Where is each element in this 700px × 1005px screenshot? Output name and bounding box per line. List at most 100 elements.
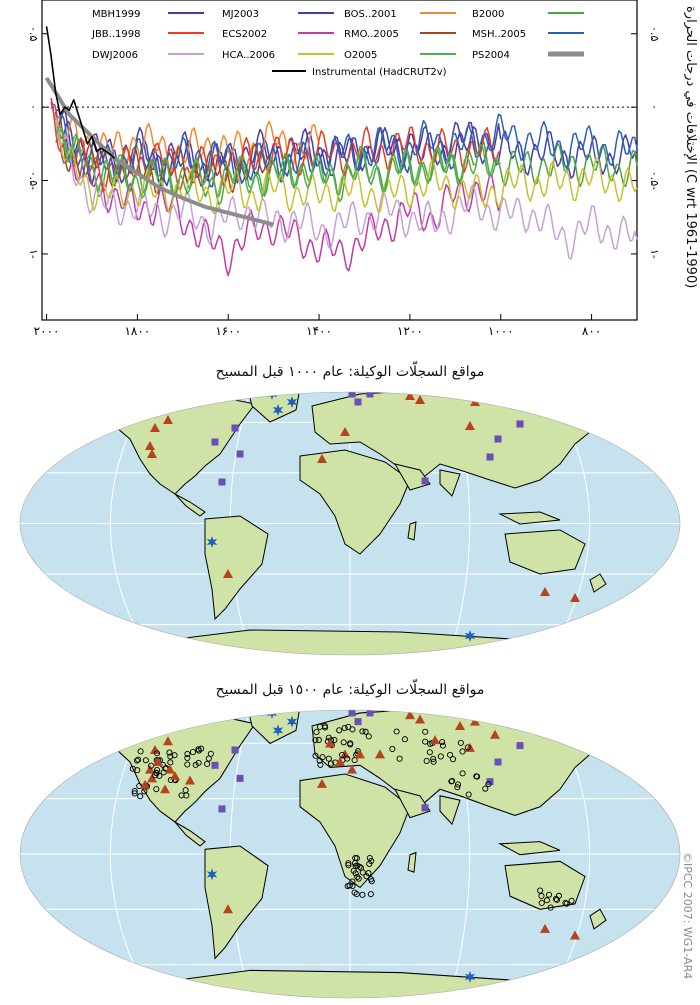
circle-marker [538, 899, 545, 906]
circle-marker [167, 753, 174, 760]
circle-marker [137, 793, 144, 800]
land [498, 841, 561, 856]
circle-marker [359, 728, 366, 735]
circle-marker [367, 891, 374, 898]
land [589, 573, 607, 593]
legend-label: DWJ2006 [92, 50, 138, 61]
circle-marker [562, 899, 569, 906]
circle-marker [153, 766, 161, 774]
circle-marker [313, 729, 320, 736]
triangle-marker [317, 454, 327, 463]
star-marker [286, 715, 298, 728]
land [439, 469, 461, 497]
circle-marker [426, 749, 433, 756]
circle-marker [189, 749, 196, 756]
circle-marker [439, 739, 446, 746]
circle-marker [401, 736, 408, 743]
circle-marker [422, 738, 429, 745]
circle-marker [357, 864, 365, 871]
circle-marker [422, 728, 429, 735]
circle-marker [205, 755, 212, 762]
series-line [50, 103, 502, 277]
legend-label: HCA..2006 [222, 50, 275, 61]
square-marker [486, 453, 494, 461]
triangle-marker [570, 930, 580, 940]
circle-marker [153, 750, 161, 757]
circle-marker [366, 854, 373, 862]
circle-marker [465, 791, 472, 798]
triangle-marker [455, 721, 465, 730]
square-marker [236, 450, 244, 458]
circle-marker [363, 873, 370, 880]
triangle-marker [490, 729, 500, 739]
star-marker [272, 404, 284, 416]
circle-marker [167, 759, 174, 766]
circle-marker [368, 857, 375, 865]
triangle-marker [415, 395, 425, 404]
land [174, 821, 206, 847]
star-marker [272, 724, 284, 737]
circle-marker [368, 878, 375, 885]
triangle-marker [355, 749, 365, 759]
legend: MBH1999 MJ2003 BOS..2001 B2000 JBB..1998 ECS2… [91, 9, 584, 78]
circle-marker [327, 760, 335, 767]
circle-marker [447, 751, 454, 758]
circle-marker [482, 785, 489, 792]
legend-label: MJ2003 [222, 9, 259, 20]
circle-marker [355, 875, 362, 882]
legend-label: BOS..2001 [344, 9, 397, 20]
triangle-marker [540, 587, 550, 596]
legend-label: MBH1999 [92, 9, 140, 20]
circle-marker [362, 728, 369, 735]
triangle-marker [325, 738, 335, 748]
x-tick-label: ۱۶۰۰ [215, 324, 241, 338]
triangle-marker [147, 773, 157, 783]
proxy-map-1000bc [19, 391, 681, 656]
triangle-marker [415, 714, 425, 724]
y-tick-labels-right: ۰.۵ ۰ ۰.۵- ۱- [648, 26, 661, 259]
legend-label: ECS2002 [222, 29, 267, 40]
x-tick-labels: ۲۰۰۰ ۱۸۰۰ ۱۶۰۰ ۱۴۰۰ ۱۲۰۰ ۱۰۰۰ ۸۰۰ [34, 324, 602, 338]
series-line [54, 112, 638, 188]
land [204, 845, 269, 960]
circle-marker [339, 751, 346, 759]
circle-marker [423, 757, 430, 764]
x-tick-label: ۲۰۰۰ [34, 324, 60, 338]
circle-marker [430, 755, 437, 762]
triangle-marker [405, 392, 415, 400]
star-marker [206, 536, 218, 548]
circle-marker [448, 778, 455, 785]
triangle-marker [223, 569, 233, 578]
x-tick-label: ۱۴۰۰ [306, 324, 332, 338]
circle-marker [153, 769, 160, 776]
x-tick-label: ۱۸۰۰ [124, 324, 150, 338]
circle-marker [449, 756, 457, 763]
circle-marker [393, 728, 400, 735]
circle-marker [543, 897, 550, 904]
triangle-marker [340, 427, 350, 436]
circle-marker [474, 773, 481, 780]
triangle-marker [143, 718, 153, 728]
circle-marker [454, 781, 462, 788]
square-marker [354, 398, 362, 406]
triangle-marker [153, 757, 163, 766]
circle-marker [341, 724, 348, 732]
land [174, 493, 206, 517]
circle-marker [321, 722, 328, 730]
circle-marker [459, 770, 466, 777]
circle-marker [331, 736, 338, 744]
land [504, 529, 586, 575]
circle-marker [396, 755, 403, 762]
triangle-marker [160, 784, 170, 794]
circle-marker [345, 860, 352, 867]
circle-marker [312, 737, 319, 744]
y-tick-label-right: ۰.۵ [648, 26, 661, 41]
square-marker [421, 477, 429, 485]
land [393, 463, 431, 491]
square-marker [211, 438, 219, 446]
series-line [54, 125, 502, 199]
square-marker [516, 742, 524, 750]
circle-marker [346, 882, 353, 889]
plot-frame [41, 0, 638, 321]
map2-title: مواقع السجلّات الوكيلة: عام ١٥٠٠ قبل الم… [215, 682, 485, 698]
